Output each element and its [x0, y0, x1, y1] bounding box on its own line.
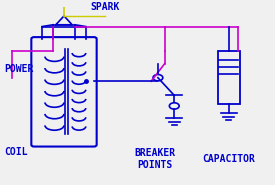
- Text: CAPACITOR: CAPACITOR: [202, 154, 255, 164]
- Text: BREAKER
POINTS: BREAKER POINTS: [135, 148, 176, 170]
- Text: POWER: POWER: [4, 64, 34, 74]
- Text: SPARK: SPARK: [90, 2, 120, 12]
- Text: COIL: COIL: [4, 147, 28, 157]
